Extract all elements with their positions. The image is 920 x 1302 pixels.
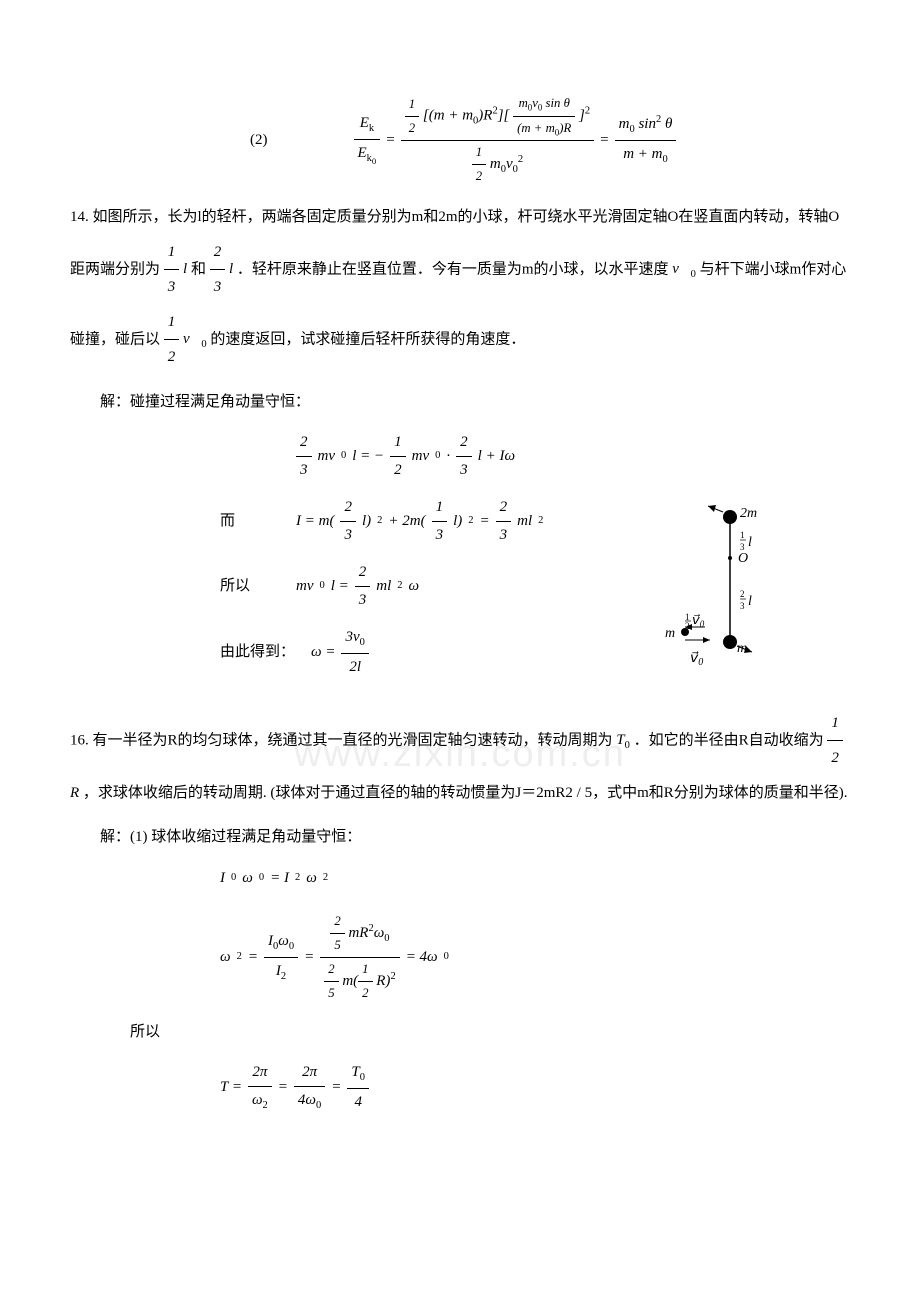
q16-text: 16. 有一半径为R的均匀球体，绕通过其一直径的光滑固定轴匀速转动，转动周期为 … (70, 706, 850, 811)
q14-end: 的速度返回，试求碰撞后轻杆所获得的角速度． (210, 331, 525, 347)
svg-text:2m: 2m (740, 506, 757, 521)
q14-mid: ．轻杆原来静止在竖直位置．今有一质量为m的小球，以水平速度 (237, 261, 669, 277)
label-suoyi: 所以 (220, 573, 290, 600)
equation-2: (2) EkEk0 = 12 [(m + m0)R2][ m0v0 sin θ(… (70, 92, 850, 188)
svg-text:m: m (665, 626, 675, 641)
q16-solve-intro: 解：(1) 球体收缩过程满足角动量守恒： (70, 820, 850, 855)
q14-eq1: 23 mv0l = − 12 mv0 · 23 l + Iω (220, 429, 850, 484)
svg-text:v⃗0: v⃗0 (690, 651, 703, 668)
svg-text:v⃗0: v⃗0 (692, 612, 705, 629)
svg-text:2: 2 (740, 589, 745, 599)
q16-eq1: I0ω0 = I2ω2 (220, 865, 850, 892)
q16-suoyi: 所以 (70, 1015, 850, 1050)
svg-text:l: l (748, 594, 752, 609)
svg-text:l: l (748, 535, 752, 550)
label-er: 而 (220, 508, 290, 535)
svg-text:1: 1 (740, 530, 745, 540)
svg-text:O: O (738, 551, 748, 566)
q16-mid: ．如它的半径由R自动收缩为 (634, 732, 824, 748)
q16-eq2: ω2 = I0ω0I2 = 25 mR2ω0 25 m(12 R)2 = 4ω0 (220, 910, 850, 1005)
svg-text:2: 2 (685, 621, 690, 631)
q14-diagram: 2m 1 3 l O 2 3 l m m 1 2 v⃗0 v⃗0 (630, 502, 770, 682)
svg-text:m: m (737, 641, 747, 656)
q14-text: 14. 如图所示，长为l的轻杆，两端各固定质量分别为m和2m的小球，杆可绕水平光… (70, 200, 850, 375)
diagram-svg: 2m 1 3 l O 2 3 l m m 1 2 v⃗0 v⃗0 (630, 502, 770, 682)
svg-text:3: 3 (740, 601, 745, 611)
q16-intro: 16. 有一半径为R的均匀球体，绕通过其一直径的光滑固定轴匀速转动，转动周期为 (70, 732, 613, 748)
eq2-label: (2) (250, 127, 268, 154)
q16-eq3: T = 2πω2 = 2π4ω0 = T04 (220, 1059, 850, 1116)
q16-end: ，求球体收缩后的转动周期. (球体对于通过直径的轴的转动惯量为J＝2mR2 / … (83, 785, 848, 801)
label-result: 由此得到： (220, 639, 305, 666)
q14-solve-intro: 解：碰撞过程满足角动量守恒： (70, 385, 850, 420)
